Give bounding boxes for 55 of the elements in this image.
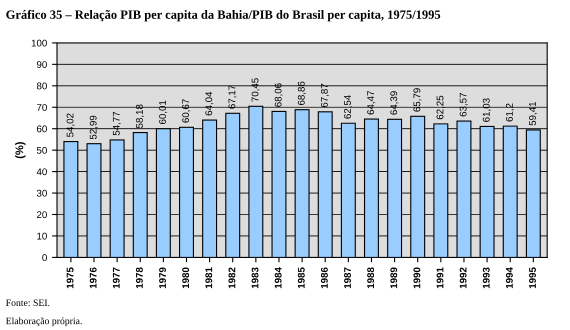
x-tick-label: 1991 [436,267,444,288]
x-tick-label: 1988 [367,267,374,288]
y-tick-label: 0 [42,254,47,262]
data-label: 64,47 [367,91,376,114]
x-tick-label: 1977 [112,268,120,288]
y-tick-label: 50 [36,146,47,154]
data-label: 64,04 [205,92,214,116]
x-tick-label: 1994 [506,267,513,288]
data-label: 54,77 [112,112,121,136]
text: Elaboração própria. [6,317,82,326]
y-axis-title: (%) [15,142,26,158]
y-tick-label: 80 [36,82,47,90]
x-tick-label: 1992 [460,268,467,288]
data-label: 68,86 [298,82,306,106]
y-tick-label: 60 [36,125,47,132]
data-label: 65,79 [413,88,422,112]
chart-title: Gráfico 35 – Relação PIB per capita da Bahia/PIB do Brasil per capita, 1975/1995 [6,10,440,22]
y-tick-label: 40 [36,168,47,176]
data-label: 61,2 [506,104,514,122]
y-tick-label: 10 [37,232,47,240]
x-tick-label: 1987 [344,268,351,288]
data-label: 64,39 [390,91,398,115]
data-label: 68,06 [274,83,283,107]
x-tick-label: 1980 [182,268,190,288]
data-label: 60,01 [159,100,168,124]
data-label: 59,41 [529,102,538,126]
x-tick-label: 1993 [482,267,490,288]
x-tick-label: 1982 [228,268,236,288]
x-tick-label: 1989 [390,267,398,288]
data-label: 62,54 [344,95,352,119]
y-tick-label: 70 [36,104,47,111]
source-note: Fonte: SEI. [6,300,50,306]
data-label: 70,45 [252,78,260,102]
y-tick-label: 100 [32,40,47,47]
x-tick-label: 1995 [529,267,536,288]
x-tick-label: 1984 [274,267,282,288]
y-tick-label: 90 [36,61,47,68]
x-tick-label: 1976 [90,267,97,288]
x-tick-label: 1979 [159,267,166,288]
x-tick-label: 1990 [413,268,420,288]
x-tick-label: 1981 [205,267,212,288]
x-tick-label: 1985 [298,267,305,288]
x-tick-label: 1975 [66,267,74,288]
data-label: 62,25 [436,96,445,120]
y-tick-label: 20 [36,211,47,218]
data-label: 54,02 [66,114,75,137]
data-label: 58,18 [136,104,144,128]
x-tick-label: 1978 [136,267,143,288]
data-label: 67,87 [320,84,329,108]
y-tick-label: 30 [36,190,47,197]
data-label: 60,67 [182,99,190,123]
data-label: 61,03 [482,98,491,122]
x-tick-label: 1983 [252,267,258,288]
data-label: 52,99 [90,116,98,140]
x-tick-label: 1986 [320,267,328,288]
